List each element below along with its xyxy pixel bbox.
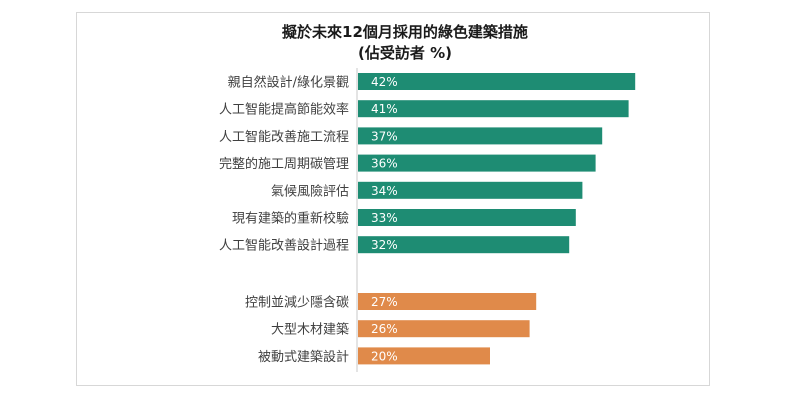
- bar-value-label: 36%: [371, 157, 398, 171]
- category-label: 大型木材建築: [271, 323, 349, 338]
- bar: [358, 154, 596, 172]
- category-label: 親自然設計/綠化景觀: [228, 75, 349, 91]
- category-label: 被動式建築設計: [258, 349, 349, 365]
- bar: [358, 293, 537, 310]
- bar: [358, 127, 603, 145]
- chart-frame: [76, 12, 710, 386]
- bar: [358, 236, 570, 254]
- category-label: 控制並減少隱含碳: [245, 295, 349, 311]
- bar-value-label: 37%: [371, 129, 398, 143]
- bar-value-label: 42%: [371, 75, 398, 89]
- category-label: 人工智能提高節能效率: [219, 102, 349, 118]
- bar-value-label: 32%: [371, 238, 398, 252]
- category-label: 人工智能改善設計過程: [219, 238, 349, 254]
- bar-value-label: 41%: [371, 102, 398, 116]
- category-label: 氣候風險評估: [271, 184, 349, 199]
- bar-value-label: 27%: [371, 295, 398, 309]
- bar: [358, 100, 629, 118]
- bar-value-label: 20%: [371, 349, 398, 363]
- category-label: 現有建築的重新校驗: [232, 211, 349, 227]
- chart-title: 擬於未來12個月採用的綠色建築措施: [282, 23, 528, 41]
- bar: [358, 181, 583, 199]
- bar: [358, 73, 636, 90]
- chart-subtitle: (佔受訪者 %): [358, 44, 452, 62]
- bar: [358, 320, 530, 338]
- category-label: 人工智能改善施工流程: [219, 129, 349, 145]
- bar-value-label: 26%: [371, 322, 398, 336]
- bar-value-label: 33%: [371, 211, 398, 225]
- bar: [358, 347, 490, 365]
- bar-value-label: 34%: [371, 184, 398, 198]
- category-label: 完整的施工周期碳管理: [219, 156, 349, 172]
- bar: [358, 209, 576, 226]
